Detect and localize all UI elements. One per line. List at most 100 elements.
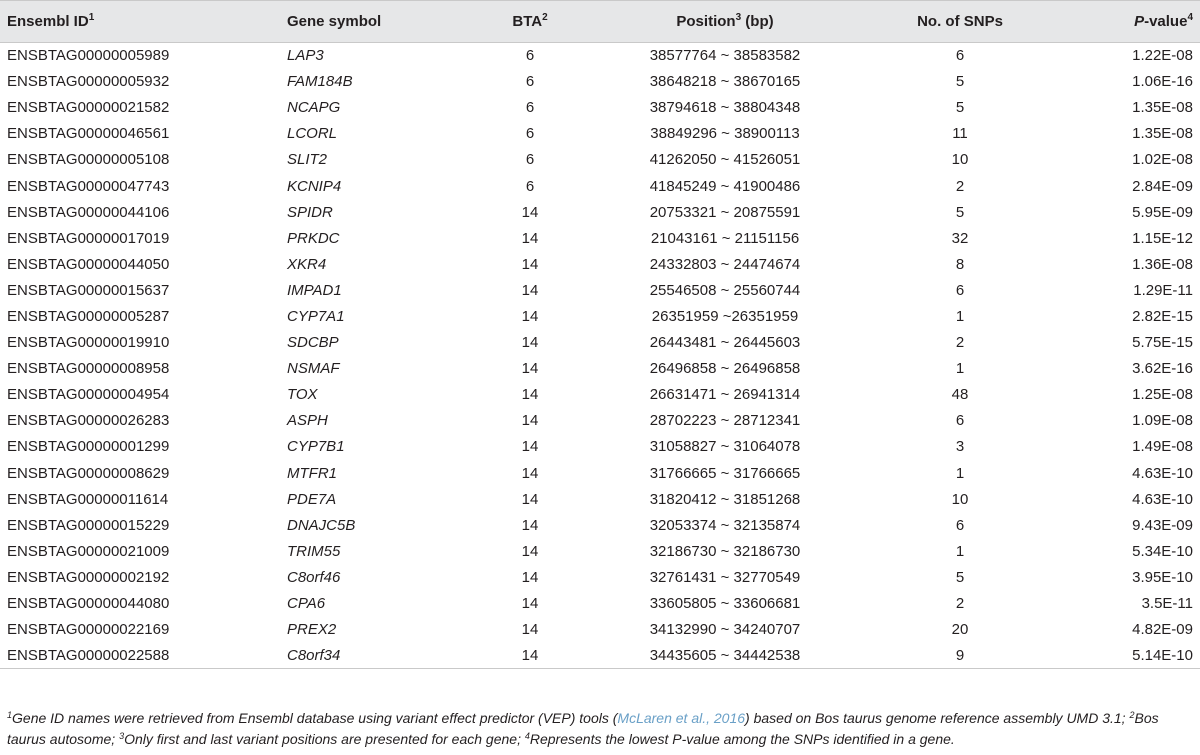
cell-bta: 14 bbox=[521, 307, 539, 325]
cell-ensembl-id: ENSBTAG00000004954 bbox=[7, 386, 170, 404]
cell-snps: 1 bbox=[955, 307, 965, 325]
table-row: ENSBTAG00000019910 SDCBP 14 26443481 ~ 2644… bbox=[0, 330, 1200, 356]
footnote-text: Gene ID names were retrieved from Ensemb… bbox=[12, 710, 618, 726]
cell-pvalue: 1.22E-08 bbox=[1132, 47, 1193, 65]
cell-snps: 6 bbox=[955, 516, 965, 534]
cell-ensembl-id: ENSBTAG00000008958 bbox=[7, 360, 170, 378]
footnote-text: ) based on Bos taurus genome reference a… bbox=[745, 710, 1130, 726]
cell-bta: 14 bbox=[521, 621, 539, 639]
table-row: ENSBTAG00000008629 MTFR1 14 31766665 ~ 3176… bbox=[0, 460, 1200, 486]
cell-gene-symbol: PREX2 bbox=[287, 621, 337, 639]
cell-position: 41262050 ~ 41526051 bbox=[649, 151, 801, 169]
cell-position: 21043161 ~ 21151156 bbox=[650, 229, 800, 247]
table-row: ENSBTAG00000005932 FAM184B 6 38648218 ~ 386… bbox=[0, 69, 1200, 95]
cell-snps: 5 bbox=[955, 568, 965, 586]
cell-bta: 14 bbox=[521, 360, 539, 378]
table-row: ENSBTAG00000022588 C8orf34 14 34435605 ~ 34… bbox=[0, 643, 1200, 669]
cell-ensembl-id: ENSBTAG00000044080 bbox=[7, 595, 170, 613]
cell-ensembl-id: ENSBTAG00000001299 bbox=[7, 438, 170, 456]
table-body: ENSBTAG00000005989 LAP3 6 38577764 ~ 385835… bbox=[0, 43, 1200, 669]
cell-gene-symbol: FAM184B bbox=[287, 73, 353, 91]
cell-position: 26496858 ~ 26496858 bbox=[649, 360, 801, 378]
cell-pvalue: 1.06E-16 bbox=[1132, 73, 1193, 91]
cell-pvalue: 4.82E-09 bbox=[1132, 621, 1193, 639]
cell-ensembl-id: ENSBTAG00000005287 bbox=[7, 307, 170, 325]
cell-pvalue: 4.63E-10 bbox=[1132, 490, 1193, 508]
cell-ensembl-id: ENSBTAG00000017019 bbox=[7, 229, 170, 247]
table-row: ENSBTAG00000001299 CYP7B1 14 31058827 ~ 310… bbox=[0, 434, 1200, 460]
cell-snps: 1 bbox=[955, 542, 965, 560]
header-position: Position3 (bp) bbox=[580, 1, 870, 43]
cell-snps: 6 bbox=[955, 281, 965, 299]
table-row: ENSBTAG00000046561 LCORL 6 38849296 ~ 38900… bbox=[0, 121, 1200, 147]
cell-ensembl-id: ENSBTAG00000005932 bbox=[7, 73, 170, 91]
cell-ensembl-id: ENSBTAG00000005108 bbox=[7, 151, 170, 169]
cell-bta: 14 bbox=[521, 568, 539, 586]
cell-ensembl-id: ENSBTAG00000022169 bbox=[7, 621, 170, 639]
cell-pvalue: 2.84E-09 bbox=[1132, 177, 1193, 195]
footnote-marker: 2 bbox=[1129, 710, 1135, 720]
cell-position: 26631471 ~ 26941314 bbox=[649, 386, 801, 404]
cell-gene-symbol: SDCBP bbox=[287, 334, 339, 352]
cell-position: 41845249 ~ 41900486 bbox=[649, 177, 801, 195]
cell-position: 33605805 ~ 33606681 bbox=[649, 595, 801, 613]
cell-snps: 5 bbox=[955, 99, 965, 117]
cell-pvalue: 3.62E-16 bbox=[1132, 360, 1193, 378]
cell-position: 38849296 ~ 38900113 bbox=[650, 125, 800, 143]
cell-gene-symbol: KCNIP4 bbox=[287, 177, 342, 195]
cell-bta: 14 bbox=[521, 229, 539, 247]
table-row: ENSBTAG00000026283 ASPH 14 28702223 ~ 28712… bbox=[0, 408, 1200, 434]
cell-ensembl-id: ENSBTAG00000047743 bbox=[7, 177, 170, 195]
cell-snps: 2 bbox=[955, 334, 965, 352]
header-gene-symbol: Gene symbol bbox=[287, 13, 382, 30]
cell-snps: 3 bbox=[955, 438, 965, 456]
cell-snps: 5 bbox=[955, 73, 965, 91]
header-pvalue: P-value4 bbox=[1050, 1, 1200, 43]
cell-gene-symbol: IMPAD1 bbox=[287, 281, 342, 299]
footnote-text: Bos taurus autosome; bbox=[7, 710, 1159, 747]
header-position-label: Position bbox=[676, 13, 736, 30]
cell-pvalue: 3.5E-11 bbox=[1141, 595, 1193, 613]
cell-position: 32186730 ~ 32186730 bbox=[649, 542, 801, 560]
footnote-marker: 1 bbox=[88, 12, 95, 23]
cell-pvalue: 1.09E-08 bbox=[1132, 412, 1193, 430]
cell-bta: 14 bbox=[521, 255, 539, 273]
cell-gene-symbol: MTFR1 bbox=[287, 464, 337, 482]
cell-pvalue: 5.75E-15 bbox=[1132, 334, 1193, 352]
cell-position: 26351959 ~26351959 bbox=[651, 307, 799, 325]
table-row: ENSBTAG00000022169 PREX2 14 34132990 ~ 3424… bbox=[0, 617, 1200, 643]
header-bta-label: BTA bbox=[512, 13, 543, 30]
cell-gene-symbol: LCORL bbox=[287, 125, 338, 143]
table-row: ENSBTAG00000005108 SLIT2 6 41262050 ~ 41526… bbox=[0, 147, 1200, 173]
cell-bta: 6 bbox=[525, 47, 535, 65]
cell-bta: 14 bbox=[521, 386, 539, 404]
cell-snps: 1 bbox=[955, 464, 965, 482]
footnote-marker: 3 bbox=[735, 12, 742, 23]
cell-pvalue: 5.95E-09 bbox=[1132, 203, 1193, 221]
table-footnote: 1Gene ID names were retrieved from Ensem… bbox=[7, 708, 1197, 750]
cell-gene-symbol: CPA6 bbox=[287, 595, 326, 613]
cell-bta: 14 bbox=[521, 334, 539, 352]
cell-bta: 14 bbox=[521, 542, 539, 560]
citation-link[interactable]: McLaren et al., 2016 bbox=[617, 710, 746, 726]
cell-position: 38577764 ~ 38583582 bbox=[649, 47, 801, 65]
cell-snps: 6 bbox=[955, 412, 965, 430]
cell-position: 28702223 ~ 28712341 bbox=[649, 412, 801, 430]
cell-gene-symbol: LAP3 bbox=[287, 47, 324, 65]
cell-gene-symbol: PRKDC bbox=[287, 229, 340, 247]
cell-ensembl-id: ENSBTAG00000044050 bbox=[7, 255, 170, 273]
table-row: ENSBTAG00000044050 XKR4 14 24332803 ~ 24474… bbox=[0, 251, 1200, 277]
cell-snps: 32 bbox=[951, 229, 969, 247]
cell-ensembl-id: ENSBTAG00000021582 bbox=[7, 99, 170, 117]
footnote-text: Represents the lowest P-value among the … bbox=[529, 731, 955, 747]
cell-position: 25546508 ~ 25560744 bbox=[649, 281, 801, 299]
cell-pvalue: 1.35E-08 bbox=[1132, 125, 1193, 143]
footnote-marker: 2 bbox=[542, 12, 548, 23]
cell-gene-symbol: CYP7B1 bbox=[287, 438, 345, 456]
cell-pvalue: 1.15E-12 bbox=[1132, 229, 1193, 247]
header-snps: No. of SNPs bbox=[917, 13, 1003, 30]
cell-snps: 10 bbox=[951, 490, 969, 508]
header-ensembl-id: Ensembl ID1 bbox=[0, 1, 280, 43]
cell-bta: 14 bbox=[521, 412, 539, 430]
cell-bta: 14 bbox=[521, 595, 539, 613]
